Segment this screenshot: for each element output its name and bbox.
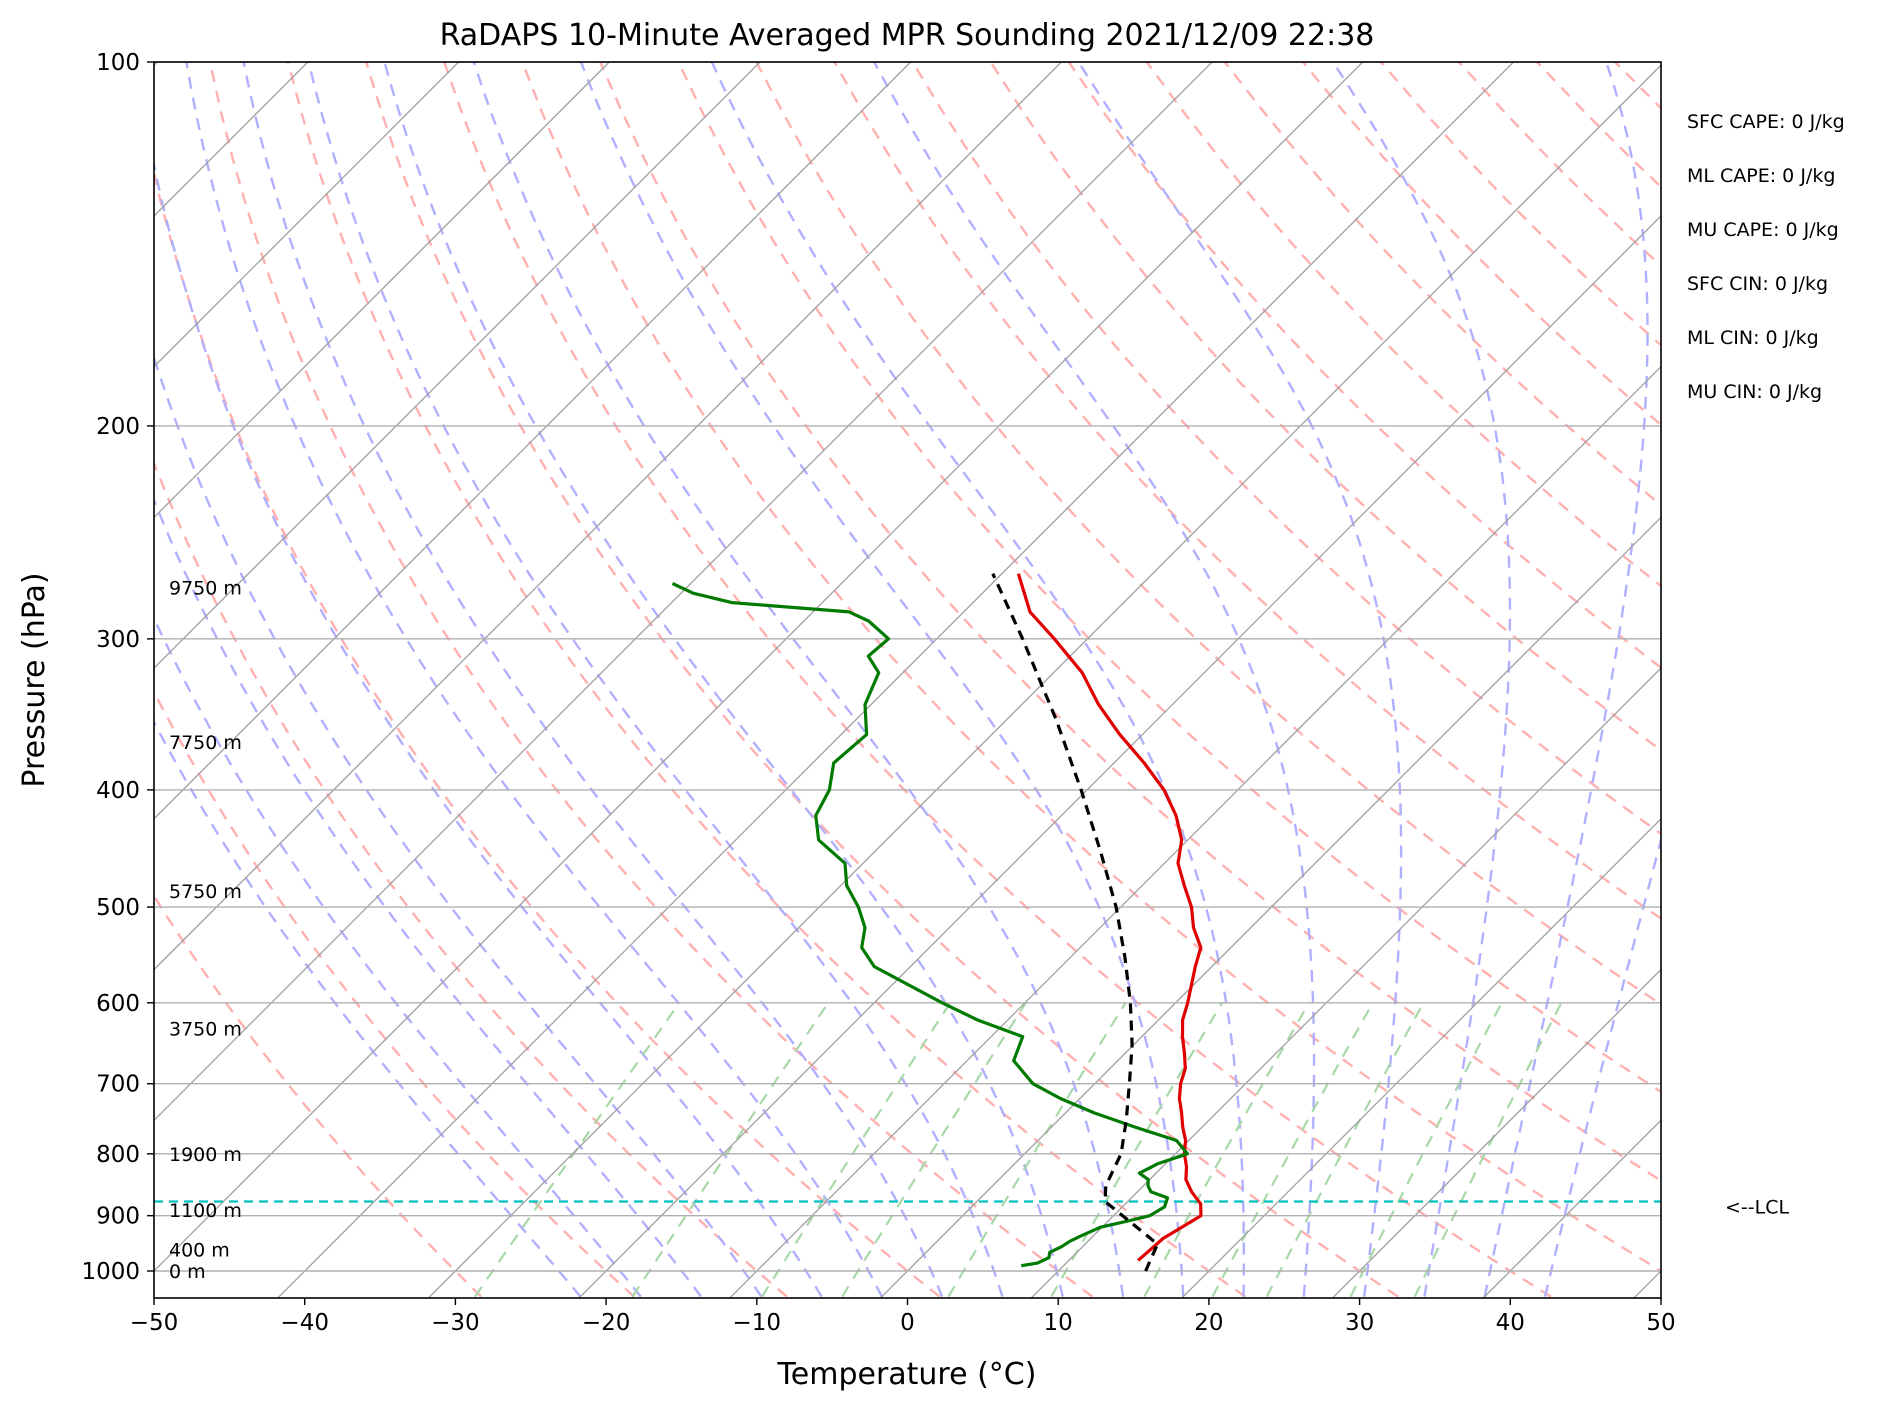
isotherm-line — [728, 365, 1661, 1298]
moist-adiabat-line — [307, 62, 1004, 1297]
x-tick-label: 50 — [1646, 1310, 1675, 1336]
mixing-ratio-line — [1050, 1002, 1223, 1298]
isotherm-line — [879, 516, 1661, 1298]
mixing-ratio-line — [474, 1002, 681, 1298]
mixing-ratio-line — [947, 1002, 1127, 1298]
height-label: 7750 m — [169, 732, 242, 754]
x-tick-label: −30 — [431, 1310, 480, 1336]
stability-index: ML CAPE: 0 J/kg — [1687, 165, 1835, 187]
x-tick-label: 20 — [1194, 1310, 1223, 1336]
isotherm-line — [154, 62, 1214, 1122]
dry-adiabat-line — [365, 62, 1399, 1298]
dry-adiabat-line — [599, 62, 1661, 1182]
moist-adiabat-line — [710, 62, 1246, 1297]
x-tick-label: −20 — [582, 1310, 631, 1336]
y-tick-label: 500 — [96, 895, 140, 921]
moist-adiabat-line — [873, 62, 1316, 1297]
stability-index: ML CIN: 0 J/kg — [1687, 327, 1819, 349]
x-tick-label: −50 — [130, 1310, 179, 1336]
x-tick-label: −40 — [280, 1310, 329, 1336]
dry-adiabat-line — [521, 62, 1661, 1273]
isotherm-line — [154, 62, 1364, 1272]
isotherm-line — [427, 64, 1661, 1298]
dry-adiabat-line — [833, 62, 1661, 920]
dry-adiabat-line — [989, 62, 1661, 752]
x-axis-label: Temperature (°C) — [777, 1357, 1037, 1392]
moist-adiabat-line — [472, 62, 1125, 1297]
dry-adiabat-line — [1067, 62, 1661, 670]
parcel-profile-line — [991, 573, 1160, 1272]
dry-adiabat-line — [208, 62, 1094, 1298]
stability-index: SFC CAPE: 0 J/kg — [1687, 111, 1845, 133]
y-axis-label: Pressure (hPa) — [17, 572, 52, 787]
mixing-ratio-line — [761, 1002, 952, 1298]
chart-title: RaDAPS 10-Minute Averaged MPR Sounding 2… — [440, 18, 1375, 53]
moist-adiabat-line — [154, 719, 582, 1298]
dry-adiabat-line — [443, 62, 1552, 1298]
height-label: 5750 m — [169, 881, 242, 903]
moist-adiabat-line — [154, 354, 763, 1298]
x-tick-label: 30 — [1345, 1310, 1374, 1336]
y-tick-label: 200 — [96, 414, 140, 440]
moist-adiabat-line — [1332, 62, 1512, 1297]
mixing-ratio-line — [1211, 1002, 1374, 1298]
dry-adiabat-line — [755, 62, 1661, 1006]
y-tick-label: 800 — [96, 1142, 140, 1168]
mixing-ratio-line — [1349, 1002, 1503, 1298]
y-tick-label: 100 — [96, 50, 140, 76]
isotherm-line — [154, 62, 761, 670]
dry-adiabat-line — [1145, 62, 1661, 588]
x-tick-label: −10 — [733, 1310, 782, 1336]
height-label: 1900 m — [169, 1144, 242, 1166]
moist-adiabat-line — [383, 62, 1064, 1297]
height-label: 9750 m — [169, 577, 242, 599]
isotherm-line — [154, 62, 460, 368]
dewpoint-line — [671, 582, 1190, 1268]
height-label: 0 m — [169, 1261, 206, 1283]
isotherm-line — [154, 62, 912, 820]
temperature-line — [1016, 573, 1203, 1262]
mixing-ratio-line — [841, 1002, 1027, 1298]
moist-adiabat-line — [185, 62, 883, 1298]
dry-adiabat-line — [154, 459, 788, 1298]
isotherm-line — [1331, 968, 1661, 1298]
y-tick-label: 900 — [96, 1204, 140, 1230]
moist-adiabat-line — [154, 497, 702, 1298]
lcl-label: <--LCL — [1725, 1196, 1789, 1218]
isotherm-line — [276, 62, 1515, 1298]
mixing-ratio-line — [631, 1002, 830, 1298]
y-tick-label: 600 — [96, 991, 140, 1017]
moist-adiabat-line — [579, 62, 1185, 1297]
mixing-ratio-line — [1413, 1002, 1563, 1298]
y-tick-label: 700 — [96, 1072, 140, 1098]
moist-adiabat-line — [154, 615, 642, 1298]
isotherm-line — [578, 215, 1661, 1298]
height-label: 1100 m — [169, 1200, 242, 1222]
moist-adiabat-line — [1543, 835, 1661, 1297]
moist-adiabat-line — [154, 159, 823, 1298]
mixing-ratio-line — [1143, 1002, 1310, 1298]
height-label: 400 m — [169, 1240, 230, 1262]
dry-adiabat-line — [286, 62, 1246, 1298]
stability-index: SFC CIN: 0 J/kg — [1687, 273, 1828, 295]
moist-adiabat-line — [1483, 62, 1649, 1297]
stability-index: MU CAPE: 0 J/kg — [1687, 219, 1839, 241]
height-label: 3750 m — [169, 1018, 242, 1040]
x-tick-label: 0 — [900, 1310, 915, 1336]
moist-adiabat-line — [242, 62, 944, 1298]
y-tick-label: 1000 — [81, 1259, 140, 1285]
isotherm-line — [154, 62, 1063, 971]
mixing-ratio-line — [1265, 1002, 1425, 1298]
x-tick-label: 10 — [1044, 1310, 1073, 1336]
stability-index: MU CIN: 0 J/kg — [1687, 381, 1822, 403]
dry-adiabat-line — [911, 62, 1661, 836]
y-tick-label: 300 — [96, 627, 140, 653]
x-tick-label: 40 — [1496, 1310, 1525, 1336]
moist-adiabat-line — [1077, 62, 1403, 1297]
y-tick-label: 400 — [96, 778, 140, 804]
isotherm-line — [1180, 817, 1661, 1298]
isotherm-line — [154, 62, 611, 519]
